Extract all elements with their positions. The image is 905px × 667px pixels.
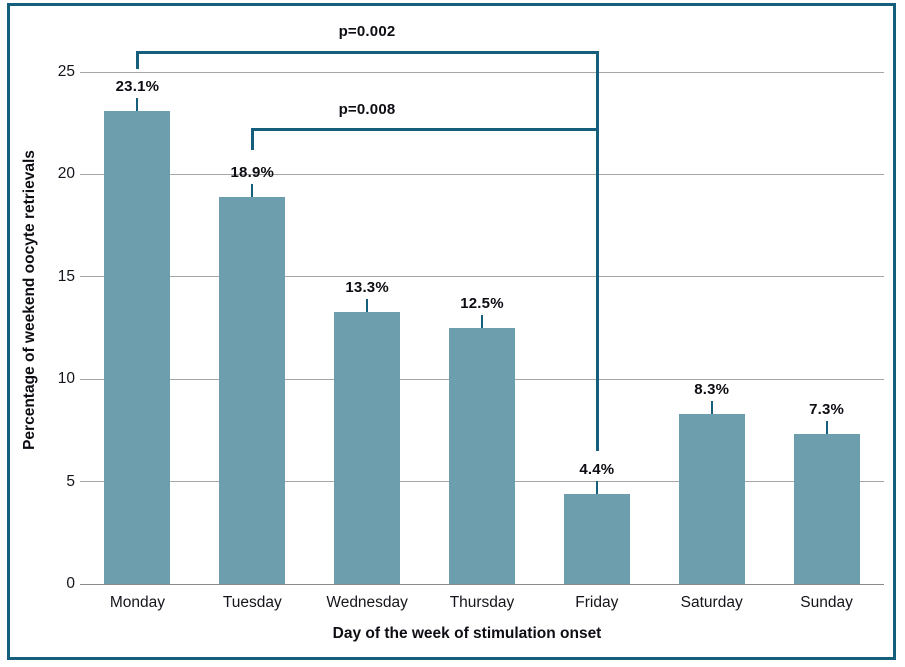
x-tick-saturday: Saturday: [680, 594, 743, 611]
value-label-monday: 23.1%: [115, 77, 160, 95]
value-label-tuesday: 18.9%: [230, 163, 275, 181]
error-bar-monday: [136, 97, 139, 111]
y-tick-0: 0: [66, 575, 75, 592]
bar-saturday: [678, 414, 745, 584]
bar-wednesday: [334, 311, 401, 584]
value-label-sunday: 7.3%: [809, 401, 845, 419]
value-label-thursday: 12.5%: [460, 295, 504, 312]
p-value-label-1: p=0.002: [338, 23, 396, 40]
error-bar-friday: [595, 480, 598, 494]
x-tick-wednesday: Wednesday: [326, 594, 408, 611]
bar-friday: [563, 493, 630, 584]
error-bar-saturday: [710, 401, 713, 415]
significance-bracket-1-left-tick: [136, 51, 140, 69]
y-tick-15: 15: [57, 267, 75, 285]
error-bar-wednesday: [366, 298, 369, 312]
bar-sunday: [793, 434, 860, 584]
x-tick-monday: Monday: [109, 594, 165, 611]
y-axis-title: Percentage of weekend oocyte retrievals: [21, 150, 38, 450]
bar-thursday: [449, 328, 515, 584]
error-bar-tuesday: [251, 183, 254, 197]
error-bar-sunday: [825, 421, 828, 435]
bar-monday: [104, 110, 171, 584]
x-tick-sunday: Sunday: [800, 594, 853, 611]
y-tick-5: 5: [66, 472, 75, 490]
gridline-15: [80, 276, 884, 278]
y-tick-10: 10: [57, 370, 75, 388]
value-label-friday: 4.4%: [579, 460, 615, 478]
y-tick-20: 20: [57, 165, 75, 183]
gridline-0: [80, 583, 884, 585]
significance-bracket-2-right-drop: [595, 128, 599, 451]
gridline-20: [80, 173, 884, 175]
value-label-saturday: 8.3%: [694, 381, 730, 399]
figure-border: [7, 3, 896, 660]
error-bar-thursday: [481, 315, 483, 328]
value-label-wednesday: 13.3%: [345, 278, 389, 296]
x-axis-title: Day of the week of stimulation onset: [332, 625, 602, 642]
x-tick-friday: Friday: [575, 594, 619, 611]
significance-bracket-2-left-tick: [251, 128, 255, 150]
p-value-label-2: p=0.008: [338, 101, 396, 118]
bar-tuesday: [219, 196, 286, 584]
significance-bracket-1-horizontal: [136, 51, 599, 54]
x-tick-tuesday: Tuesday: [222, 594, 282, 611]
gridline-25: [80, 71, 884, 73]
significance-bracket-2-horizontal: [251, 128, 599, 131]
y-tick-25: 25: [57, 63, 75, 80]
x-tick-thursday: Thursday: [449, 594, 515, 611]
